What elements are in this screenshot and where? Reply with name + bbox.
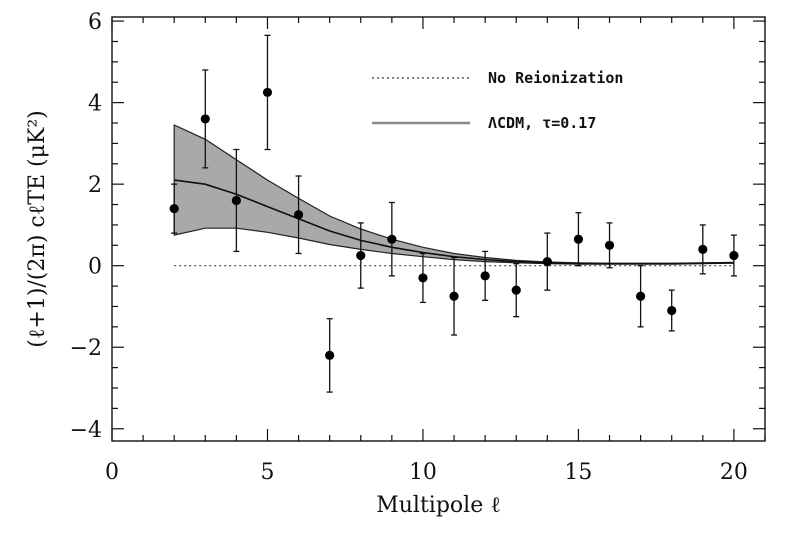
data-point <box>511 285 521 295</box>
legend: No Reionization ΛCDM, τ=0.17 <box>372 69 623 132</box>
legend-label-lcdm: ΛCDM, τ=0.17 <box>488 114 596 132</box>
data-point <box>449 291 459 301</box>
data-point <box>667 305 677 316</box>
x-tick-label: 20 <box>720 460 748 485</box>
axes: 0 5 10 15 20 −4 −2 0 2 4 6 <box>70 10 766 485</box>
data-point <box>169 204 179 214</box>
legend-label-no-reionization: No Reionization <box>488 69 623 87</box>
data-point <box>698 244 708 254</box>
x-tick-label: 15 <box>564 460 592 485</box>
data-point <box>573 234 584 244</box>
data-point <box>325 350 335 360</box>
x-tick-label: 0 <box>105 460 119 485</box>
data-point <box>542 257 552 267</box>
data-point <box>356 250 366 261</box>
data-point <box>231 195 241 206</box>
model-line <box>174 179 734 265</box>
data-point <box>262 87 273 98</box>
y-tick-label: −2 <box>70 336 102 361</box>
plot-area <box>169 34 739 393</box>
y-tick-label: 0 <box>88 255 102 280</box>
y-tick-label: −4 <box>70 418 102 443</box>
data-point <box>636 291 646 301</box>
plot-frame <box>111 16 766 442</box>
x-axis-title: Multipole ℓ <box>376 493 501 518</box>
model-band <box>173 124 735 265</box>
data-point <box>200 114 210 124</box>
data-point <box>387 234 397 244</box>
y-tick-label: 6 <box>88 10 102 35</box>
x-tick-label: 5 <box>260 460 274 485</box>
y-tick-label: 2 <box>88 173 102 198</box>
data-point <box>480 271 490 281</box>
y-axis-title: (ℓ+1)/(2π) cℓTE (μK²) <box>25 110 50 347</box>
y-tick-label: 4 <box>88 92 102 117</box>
data-point <box>604 240 615 250</box>
data-point <box>729 250 739 261</box>
data-point <box>418 273 428 283</box>
data-point <box>293 210 304 220</box>
x-tick-label: 10 <box>409 460 437 485</box>
